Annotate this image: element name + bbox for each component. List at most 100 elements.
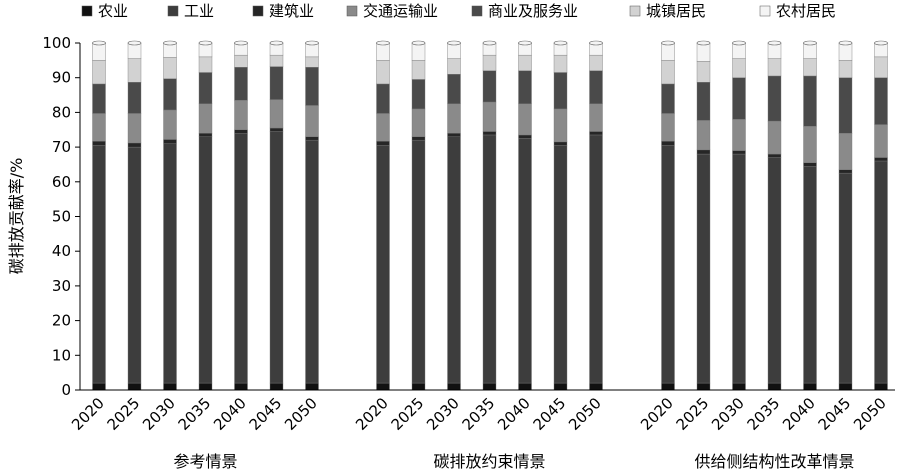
x-tick-label: 2050 <box>281 394 321 434</box>
bar-segment <box>306 57 319 67</box>
x-tick-label: 2040 <box>210 394 250 434</box>
bar-segment <box>306 137 319 140</box>
bar-cap <box>483 41 496 45</box>
bar-segment <box>377 84 390 113</box>
bar-segment <box>412 140 425 383</box>
bar-segment <box>733 78 746 120</box>
bar-segment <box>128 43 141 59</box>
bar-segment <box>590 71 603 104</box>
bar-segment <box>875 78 888 125</box>
bar-cap <box>875 41 888 45</box>
legend-label: 城镇居民 <box>646 2 706 20</box>
y-tick-label: 60 <box>52 173 71 191</box>
bar-segment <box>412 43 425 60</box>
bar-cap <box>93 41 106 45</box>
y-tick-label: 100 <box>42 34 71 52</box>
bar-segment <box>697 43 710 61</box>
legend-label: 农村居民 <box>776 2 836 20</box>
bar-segment <box>768 43 781 59</box>
bar-segment <box>448 59 461 75</box>
legend: 农业 工业 建筑业 交通运输业 商业及服务业 城镇居民 农村居民 <box>82 2 836 20</box>
bar-segment <box>804 383 817 390</box>
bar-segment <box>839 60 852 77</box>
bar-segment <box>804 166 817 383</box>
bar-cap <box>768 41 781 45</box>
bar-segment <box>768 121 781 154</box>
bar-group <box>377 41 603 390</box>
bar-segment <box>235 100 248 129</box>
bar-segment <box>93 84 106 113</box>
bar-segment <box>412 60 425 79</box>
bar-segment <box>554 55 567 72</box>
bar-segment <box>804 126 817 162</box>
bar-segment <box>662 60 675 84</box>
bar-segment <box>483 383 496 390</box>
bar-segment <box>164 383 177 390</box>
bar-cap <box>270 41 283 45</box>
bar-segment <box>733 119 746 150</box>
bar-cap <box>412 41 425 45</box>
bar-cap <box>519 41 532 45</box>
bar-segment <box>199 137 212 383</box>
x-tick-label: 2045 <box>530 394 570 434</box>
bar-cap <box>128 41 141 45</box>
bar-segment <box>768 59 781 76</box>
bar-segment <box>875 158 888 161</box>
x-tick-label: 2020 <box>352 394 392 434</box>
bar-segment <box>306 140 319 383</box>
bar-segment <box>697 383 710 390</box>
legend-swatch <box>82 6 92 16</box>
bar-segment <box>697 82 710 120</box>
bar-segment <box>377 145 390 383</box>
bar-segment <box>839 383 852 390</box>
y-tick-label: 50 <box>52 208 71 226</box>
x-tick-label: 2050 <box>565 394 605 434</box>
bar-segment <box>377 60 390 84</box>
legend-swatch <box>168 6 178 16</box>
y-tick-label: 10 <box>52 346 71 364</box>
x-tick-label: 2035 <box>175 394 215 434</box>
bar-segment <box>164 79 177 110</box>
bar-segment <box>733 154 746 383</box>
bar-segment <box>128 82 141 113</box>
bar-segment <box>804 163 817 166</box>
bar-segment <box>128 143 141 147</box>
bar-group <box>662 41 888 390</box>
bar-segment <box>164 57 177 79</box>
bar-segment <box>483 102 496 131</box>
bar-segment <box>875 383 888 390</box>
group-label: 碳排放约束情景 <box>433 452 545 471</box>
bar-cap <box>590 41 603 45</box>
bar-segment <box>768 383 781 390</box>
bar-cap <box>733 41 746 45</box>
x-tick-label: 2045 <box>246 394 286 434</box>
bar-segment <box>804 43 817 59</box>
x-axis: 2020202520302035204020452050参考情景20202025… <box>68 390 895 471</box>
bar-segment <box>128 113 141 142</box>
group-label: 供给侧结构性改革情景 <box>694 452 854 471</box>
bar-segment <box>839 78 852 134</box>
y-tick-label: 30 <box>52 277 71 295</box>
bar-segment <box>448 383 461 390</box>
bar-segment <box>662 113 675 141</box>
bar-segment <box>164 139 177 143</box>
x-tick-label: 2025 <box>104 394 144 434</box>
bar-segment <box>93 383 106 390</box>
y-tick-label: 70 <box>52 138 71 156</box>
bar-segment <box>483 55 496 71</box>
bar-segment <box>519 383 532 390</box>
bar-segment <box>235 67 248 100</box>
bar-cap <box>839 41 852 45</box>
bar-segment <box>590 55 603 71</box>
bar-segment <box>128 59 141 83</box>
bar-segment <box>199 133 212 136</box>
bar-segment <box>483 131 496 134</box>
bar-segment <box>697 61 710 82</box>
y-tick-label: 40 <box>52 242 71 260</box>
bar-segment <box>483 71 496 102</box>
bar-segment <box>377 113 390 141</box>
legend-swatch <box>347 6 357 16</box>
bar-segment <box>554 109 567 142</box>
x-tick-label: 2025 <box>673 394 713 434</box>
